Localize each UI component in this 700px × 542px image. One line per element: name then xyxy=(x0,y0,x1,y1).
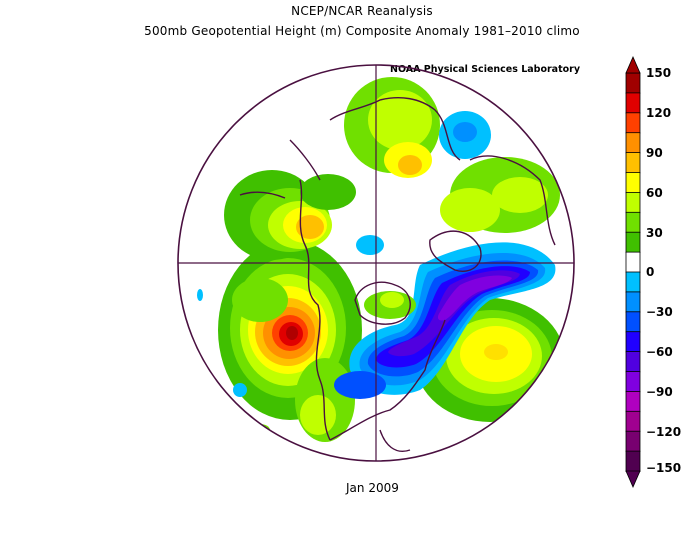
credit-label: NOAA Physical Sciences Laboratory xyxy=(390,64,581,75)
hudson-yellow xyxy=(380,292,404,308)
colorbar-label-150: 150 xyxy=(646,66,672,80)
colorbar-segment xyxy=(625,72,641,94)
alaska-coast xyxy=(289,139,321,181)
colorbar-segment xyxy=(625,172,641,194)
colorbar-label-neg150: −150 xyxy=(646,461,682,475)
colorbar xyxy=(625,56,641,488)
colorbar-top-arrow xyxy=(625,56,641,74)
coastlines xyxy=(239,97,556,452)
greenland xyxy=(429,230,482,272)
colorbar-label-neg90: −90 xyxy=(646,385,673,399)
colorbar-segment xyxy=(625,351,641,373)
colorbar-label-90: 90 xyxy=(646,146,663,160)
colorbar-label-120: 120 xyxy=(646,106,672,120)
colorbar-segment xyxy=(625,152,641,174)
colorbar-segment xyxy=(625,410,641,433)
chart-subtitle: 500mb Geopotential Height (m) Composite … xyxy=(144,24,580,38)
siberian-ridge-60 xyxy=(368,90,432,150)
eurasia-ridge-60 xyxy=(440,188,500,232)
sw-tail-core xyxy=(300,395,336,435)
date-label: Jan 2009 xyxy=(346,481,399,495)
colorbar-segment xyxy=(625,211,641,234)
siberian-ridge-90 xyxy=(398,155,422,175)
w-atlantic-trough-105 xyxy=(437,275,512,321)
colorbar-segment xyxy=(625,231,641,253)
colorbar-label-neg30: −30 xyxy=(646,305,673,319)
colorbar-segment xyxy=(625,450,641,472)
arctic-green-patch xyxy=(300,174,356,210)
colorbar-label-30: 30 xyxy=(646,226,663,240)
colorbar-segment xyxy=(625,92,641,114)
w-atlantic-trough-90 xyxy=(388,270,520,357)
e-atlantic-ridge-90 xyxy=(484,344,508,360)
colorbar-segment xyxy=(625,291,641,313)
europe-coast xyxy=(469,155,556,246)
colorbar-segment xyxy=(625,191,641,214)
siberia-coast xyxy=(239,191,286,199)
arctic-low-30 xyxy=(356,235,384,255)
alaska-ridge-90 xyxy=(296,215,324,239)
pacific-ridge-150 xyxy=(286,326,298,340)
colorbar-segment xyxy=(625,132,641,154)
pacific-small-low xyxy=(233,383,247,397)
mexico-coast xyxy=(379,429,411,452)
far-pacific-small-low xyxy=(197,289,203,301)
eurasia-ridge-60b xyxy=(492,177,548,213)
asia-coast xyxy=(329,97,461,161)
colorbar-segment xyxy=(625,112,641,134)
colorbar-segment xyxy=(625,390,641,413)
na-east-coast xyxy=(329,319,446,441)
colorbar-label-neg120: −120 xyxy=(646,425,682,439)
chart-title: NCEP/NCAR Reanalysis xyxy=(291,4,433,18)
colorbar-label-neg60: −60 xyxy=(646,345,673,359)
colorbar-label-0: 0 xyxy=(646,265,655,279)
colorbar-segment xyxy=(625,331,641,353)
anomaly-fills xyxy=(197,77,565,442)
colorbar-segment xyxy=(625,311,641,333)
colorbar-label-60: 60 xyxy=(646,186,663,200)
colorbar-segment xyxy=(625,430,641,453)
na-west-coast xyxy=(299,179,331,441)
colorbar-segment xyxy=(625,251,641,273)
colorbar-segment xyxy=(625,271,641,293)
subtropic-green xyxy=(250,424,270,436)
pacific-ridge-west xyxy=(232,278,288,322)
europe-low-45 xyxy=(453,122,477,142)
colorbar-segment xyxy=(625,371,641,393)
colorbar-bottom-arrow xyxy=(625,470,641,488)
se-us-trough xyxy=(334,371,386,399)
